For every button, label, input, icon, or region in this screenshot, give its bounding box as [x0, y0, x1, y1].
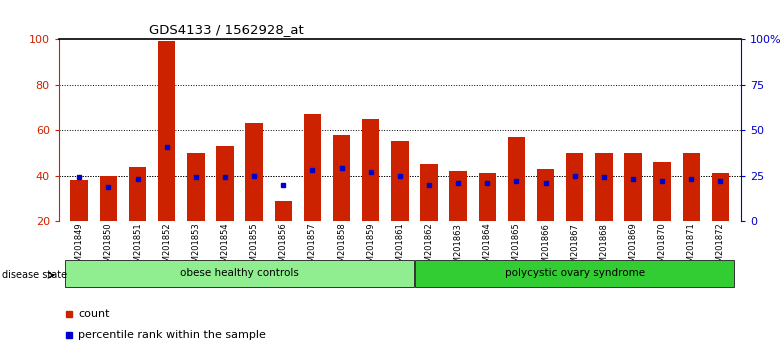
Bar	[274, 201, 292, 221]
Bar	[362, 119, 379, 221]
Bar	[537, 169, 554, 221]
Bar	[303, 114, 321, 221]
FancyBboxPatch shape	[65, 260, 414, 287]
Bar	[653, 162, 671, 221]
Bar	[683, 153, 700, 221]
Bar	[420, 164, 437, 221]
Bar	[129, 166, 147, 221]
Bar	[478, 173, 496, 221]
Bar	[391, 142, 408, 221]
Bar	[566, 153, 583, 221]
Bar	[158, 41, 176, 221]
FancyBboxPatch shape	[415, 260, 735, 287]
Bar	[712, 173, 729, 221]
Bar	[100, 176, 117, 221]
Text: obese healthy controls: obese healthy controls	[180, 268, 299, 278]
Bar	[71, 180, 88, 221]
Bar	[245, 123, 263, 221]
Bar	[216, 146, 234, 221]
Text: polycystic ovary syndrome: polycystic ovary syndrome	[505, 268, 644, 278]
Text: percentile rank within the sample: percentile rank within the sample	[78, 330, 266, 341]
Text: count: count	[78, 309, 110, 319]
Bar	[624, 153, 642, 221]
Bar	[332, 135, 350, 221]
Bar	[595, 153, 612, 221]
Bar	[187, 153, 205, 221]
Text: disease state: disease state	[2, 270, 67, 280]
Bar	[449, 171, 467, 221]
Text: GDS4133 / 1562928_at: GDS4133 / 1562928_at	[149, 23, 303, 36]
Bar	[508, 137, 525, 221]
